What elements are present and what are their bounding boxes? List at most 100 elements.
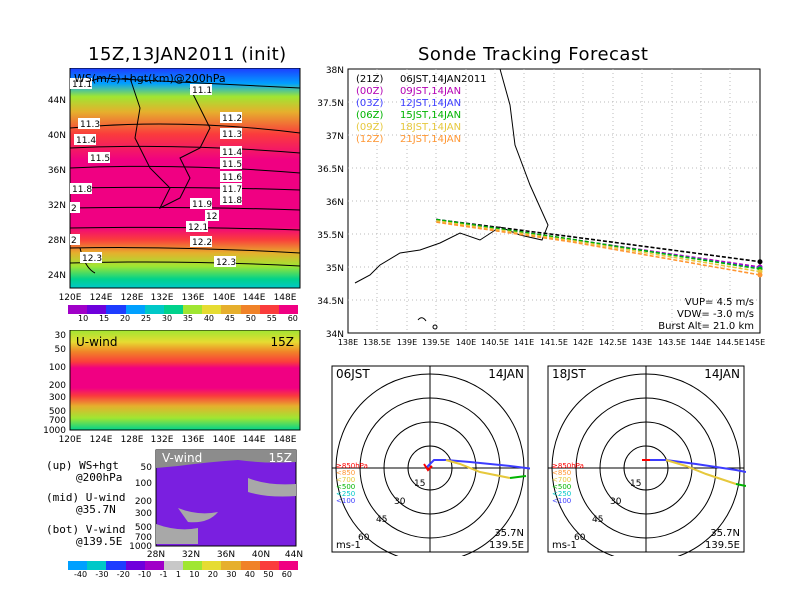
left-title: 15Z,13JAN2011 (init): [88, 44, 287, 65]
svg-text:45: 45: [376, 515, 387, 525]
svg-text:11.7: 11.7: [222, 185, 242, 195]
vwind-panel: 50 100 200 300 500 700 1000 28N 32N 36N …: [129, 449, 303, 558]
svg-text:<700: <700: [336, 476, 355, 484]
v-colorbar: [68, 561, 299, 570]
svg-text:139.5E: 139.5E: [422, 338, 450, 347]
svg-text:11.5: 11.5: [90, 154, 110, 164]
svg-text:44N: 44N: [48, 96, 66, 106]
right-title: Sonde Tracking Forecast: [418, 44, 649, 65]
svg-text:144E: 144E: [243, 435, 266, 445]
svg-text:60: 60: [358, 533, 370, 543]
svg-text:2: 2: [71, 204, 77, 214]
svg-text:141E: 141E: [514, 338, 534, 347]
svg-text:11.2: 11.2: [222, 114, 242, 124]
svg-text:11.9: 11.9: [192, 200, 212, 210]
svg-text:(06Z): (06Z): [356, 110, 383, 121]
svg-text:136E: 136E: [182, 293, 205, 303]
polar-right-time: 18JST: [552, 367, 586, 381]
svg-text:ms-1: ms-1: [336, 540, 361, 551]
svg-text:<250: <250: [336, 490, 355, 498]
svg-text:12.1: 12.1: [188, 223, 208, 233]
track-legend: (21Z) 06JST,14JAN2011 (00Z) 09JST,14JAN (0…: [356, 74, 487, 145]
polar-left-levels: ≥850hPa <850 <700 <500 <250 <100: [336, 462, 368, 505]
svg-text:37N: 37N: [326, 132, 344, 142]
svg-text:<850: <850: [552, 469, 571, 477]
svg-text:12.2: 12.2: [192, 238, 212, 248]
contour-labels: 11.1 11.1 11.3 11.4 11.5 11.8 2 2 12.3 1…: [70, 78, 242, 268]
polar-right-levels: ≥850hPa <850 <700 <500 <250 <100: [552, 462, 584, 505]
svg-text:12JST,14JAN: 12JST,14JAN: [400, 98, 461, 109]
vwind-label: V-wind: [162, 451, 202, 465]
svg-text:<100: <100: [336, 497, 355, 505]
svg-text:138.5E: 138.5E: [363, 338, 391, 347]
svg-text:11.4: 11.4: [76, 136, 96, 146]
svg-text:30: 30: [55, 331, 67, 341]
svg-text:<100: <100: [552, 497, 571, 505]
track-endpoint: [757, 259, 763, 265]
svg-text:(00Z): (00Z): [356, 86, 383, 97]
svg-text:145E: 145E: [745, 338, 765, 347]
svg-text:140.5E: 140.5E: [481, 338, 509, 347]
svg-text:38N: 38N: [326, 66, 344, 76]
svg-text:<500: <500: [552, 483, 571, 491]
svg-text:12.3: 12.3: [216, 258, 236, 268]
svg-text:143.5E: 143.5E: [658, 338, 686, 347]
svg-text:44N: 44N: [285, 550, 303, 558]
track-line: [436, 218, 761, 263]
svg-text:140E: 140E: [213, 435, 236, 445]
svg-text:60: 60: [574, 533, 586, 543]
svg-text:142.5E: 142.5E: [599, 338, 627, 347]
track-line: [436, 218, 761, 270]
svg-text:09JST,14JAN: 09JST,14JAN: [400, 86, 461, 97]
svg-text:(09Z): (09Z): [356, 122, 383, 133]
svg-text:36N: 36N: [326, 198, 344, 208]
ws-y-ticks: 44N 40N 36N 32N 28N 24N: [48, 96, 66, 281]
svg-text:142E: 142E: [573, 338, 593, 347]
svg-text:143E: 143E: [632, 338, 652, 347]
v-colorbar-ticks: -40 -30 -20 -10 -1 1 10 20 30 40 50 60: [74, 570, 292, 579]
svg-text:Burst Alt= 21.0 km: Burst Alt= 21.0 km: [658, 321, 754, 332]
svg-text:34N: 34N: [326, 330, 344, 340]
svg-text:11.5: 11.5: [222, 160, 242, 170]
legend-up: (up) WS+hgt @200hPa: [46, 459, 123, 484]
svg-text:21JST,14JAN: 21JST,14JAN: [400, 134, 461, 145]
svg-text:12: 12: [206, 212, 217, 222]
svg-text:35.5N: 35.5N: [317, 231, 344, 241]
svg-text:32N: 32N: [182, 550, 200, 558]
svg-text:120E: 120E: [59, 435, 82, 445]
svg-text:1000: 1000: [43, 426, 66, 436]
svg-text:124E: 124E: [90, 293, 113, 303]
svg-text:132E: 132E: [151, 293, 174, 303]
svg-text:136E: 136E: [182, 435, 205, 445]
svg-text:11.8: 11.8: [72, 185, 92, 195]
svg-text:144.5E: 144.5E: [716, 338, 744, 347]
polar-left-time: 06JST: [336, 367, 370, 381]
svg-text:ms-1: ms-1: [552, 540, 577, 551]
uwind-panel: 30 50 100 200 300 500 700 1000 120E 124E…: [43, 330, 301, 445]
svg-text:144E: 144E: [691, 338, 711, 347]
svg-text:139E: 139E: [397, 338, 417, 347]
svg-text:34.5N: 34.5N: [317, 297, 344, 307]
svg-text:VDW= -3.0 m/s: VDW= -3.0 m/s: [677, 309, 754, 320]
ws-x-ticks: 120E 124E 128E 132E 136E 140E 144E 148E: [59, 293, 297, 303]
svg-text:06JST,14JAN2011: 06JST,14JAN2011: [400, 74, 487, 85]
svg-text:148E: 148E: [274, 293, 297, 303]
polar-right-rings: 15 30 45 60: [574, 479, 641, 543]
svg-text:500: 500: [135, 523, 152, 533]
svg-text:40N: 40N: [48, 131, 66, 141]
svg-text:124E: 124E: [90, 435, 113, 445]
track-line: [436, 220, 761, 273]
svg-text:VUP= 4.5 m/s: VUP= 4.5 m/s: [685, 297, 754, 308]
svg-text:35N: 35N: [326, 264, 344, 274]
track-map: 38N 37.5N 37N 36.5N 36N 35.5N 35N 34.5N …: [317, 66, 765, 347]
svg-text:≥850hPa: ≥850hPa: [336, 462, 368, 470]
svg-text:140E: 140E: [213, 293, 236, 303]
track-line: [436, 221, 761, 276]
svg-text:36N: 36N: [48, 166, 66, 176]
svg-text:11.4: 11.4: [222, 148, 242, 158]
svg-text:28N: 28N: [48, 236, 66, 246]
track-params: VUP= 4.5 m/s VDW= -3.0 m/s Burst Alt= 21…: [658, 297, 754, 332]
svg-text:148E: 148E: [274, 435, 297, 445]
svg-text:11.8: 11.8: [222, 196, 242, 206]
svg-text:45: 45: [592, 515, 603, 525]
